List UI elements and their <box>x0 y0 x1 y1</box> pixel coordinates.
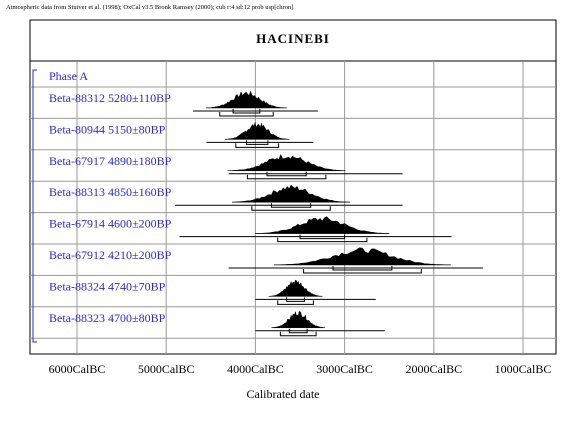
header-note: Atmospheric data from Stuiver et al. (19… <box>6 4 294 11</box>
sample-row: Beta-67917 4890±180BP <box>49 153 403 180</box>
x-tick-label: 3000CalBC <box>316 362 373 376</box>
x-tick-label: 2000CalBC <box>405 362 462 376</box>
sample-row: Beta-88312 5280±110BP <box>49 90 318 117</box>
sigma1-bracket <box>332 266 393 271</box>
sample-row: Beta-67912 4210±200BP <box>49 247 483 274</box>
x-tick-label: 1000CalBC <box>495 362 552 376</box>
x-tick-label: 5000CalBC <box>138 362 195 376</box>
sample-label: Beta-88312 5280±110BP <box>49 91 171 105</box>
x-tick-label: 4000CalBC <box>227 362 284 376</box>
probability-distribution <box>271 310 326 329</box>
sample-row: Beta-88324 4740±70BP <box>49 279 376 305</box>
sigma1-bracket <box>232 109 261 114</box>
x-tick-label: 6000CalBC <box>49 362 106 376</box>
sigma2-bracket <box>303 269 422 274</box>
phase-bracket <box>32 69 37 343</box>
sample-label: Beta-88324 4740±70BP <box>49 279 166 293</box>
sample-row: Beta-88313 4850±160BP <box>49 184 403 211</box>
probability-distribution <box>273 247 451 266</box>
sigma2-bracket <box>277 300 314 305</box>
sample-label: Beta-88313 4850±160BP <box>49 185 172 199</box>
probability-distribution <box>255 216 390 234</box>
probability-distribution <box>227 153 346 172</box>
sigma2-bracket <box>219 112 274 117</box>
sample-label: Beta-88323 4700±80BP <box>49 311 166 325</box>
sample-row: Beta-67914 4600±200BP <box>49 216 452 243</box>
phase-label: Phase A <box>49 69 88 83</box>
sigma1-bracket <box>288 328 308 334</box>
sigma2-bracket <box>279 331 317 337</box>
probability-distribution <box>224 122 290 140</box>
sample-rows: Beta-88312 5280±110BP Beta-80944 5150±80B… <box>49 90 483 337</box>
x-axis-label: Calibrated date <box>247 387 320 401</box>
probability-distribution <box>206 90 287 109</box>
sigma2-bracket <box>251 206 331 211</box>
probability-distribution <box>268 279 323 297</box>
sample-label: Beta-80944 5150±80BP <box>49 122 166 136</box>
sigma2-bracket <box>246 174 327 180</box>
sigma1-bracket <box>299 234 346 240</box>
sample-label: Beta-67917 4890±180BP <box>49 154 172 168</box>
sigma1-bracket <box>286 297 305 302</box>
grid-layer <box>30 61 556 354</box>
chart-title: HACINEBI <box>256 31 330 46</box>
probability-distribution <box>231 184 351 203</box>
sigma1-bracket <box>266 171 307 177</box>
sample-label: Beta-67912 4210±200BP <box>49 248 172 262</box>
sigma1-bracket <box>270 203 312 208</box>
sample-row: Beta-88323 4700±80BP <box>49 310 385 337</box>
x-axis-ticks: 6000CalBC 5000CalBC 4000CalBC 3000CalBC 2000… <box>49 362 552 376</box>
sigma2-bracket <box>277 237 368 243</box>
sample-row: Beta-80944 5150±80BP <box>49 122 314 148</box>
sample-label: Beta-67914 4600±200BP <box>49 217 172 231</box>
sigma1-bracket <box>245 140 269 145</box>
sigma2-bracket <box>235 143 280 148</box>
